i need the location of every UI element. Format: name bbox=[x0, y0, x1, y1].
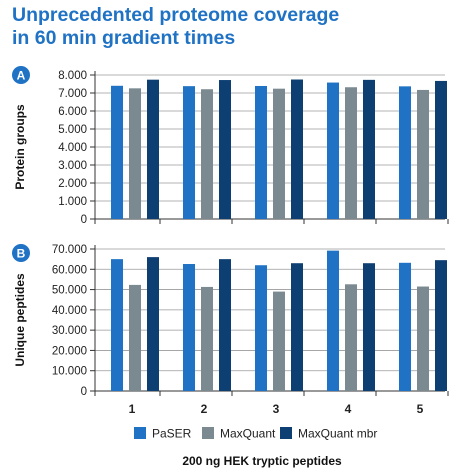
title-line-2: in 60 min gradient times bbox=[12, 27, 236, 49]
bar-maxquant-mbr-1 bbox=[147, 79, 159, 220]
bar-maxquant-mbr-4 bbox=[363, 79, 375, 219]
panel-badge bbox=[12, 66, 30, 84]
y-tick-label: 0 bbox=[81, 214, 87, 226]
y-tick-label: 0 bbox=[81, 386, 87, 398]
y-tick-label: 4.000 bbox=[58, 142, 87, 154]
y-axis-label: Protein groups bbox=[13, 104, 27, 190]
bar-maxquant-1 bbox=[129, 88, 141, 219]
bar-maxquant-5 bbox=[417, 89, 429, 219]
bar-paser-2 bbox=[183, 86, 195, 219]
title-line-1: Unprecedented proteome coverage bbox=[12, 4, 340, 26]
bar-maxquant-2 bbox=[201, 89, 213, 219]
bar-maxquant-mbr-4 bbox=[363, 263, 375, 391]
y-tick-label: 20.000 bbox=[52, 345, 87, 357]
legend-swatch-maxquant-mbr bbox=[280, 427, 292, 439]
y-tick-label: 50.000 bbox=[52, 285, 87, 297]
bar-paser-5 bbox=[399, 86, 411, 219]
x-tick-label: 5 bbox=[417, 402, 424, 416]
bar-maxquant-3 bbox=[273, 88, 285, 220]
y-tick-label: 5.000 bbox=[58, 124, 87, 136]
y-axis-label: Unique peptides bbox=[13, 273, 27, 367]
y-tick-label: 10.000 bbox=[52, 366, 87, 378]
legend-label-paser: PaSER bbox=[152, 427, 192, 441]
panel-badge bbox=[12, 244, 30, 262]
y-tick-label: 70.000 bbox=[52, 244, 87, 256]
legend-swatch-paser bbox=[134, 427, 146, 439]
chart-title: Unprecedented proteome coverage in 60 mi… bbox=[12, 4, 442, 50]
x-axis-label: 200 ng HEK tryptic peptides bbox=[182, 454, 342, 468]
x-tick-label: 2 bbox=[201, 402, 208, 416]
x-tick-label: 1 bbox=[129, 402, 136, 416]
bar-maxquant-1 bbox=[129, 284, 141, 391]
legend-label-maxquant: MaxQuant bbox=[220, 427, 276, 441]
x-tick-label: 4 bbox=[345, 402, 352, 416]
bar-paser-5 bbox=[399, 262, 411, 391]
y-tick-label: 2.000 bbox=[58, 178, 87, 190]
bar-maxquant-mbr-5 bbox=[435, 80, 447, 219]
bar-maxquant-5 bbox=[417, 286, 429, 391]
bar-paser-1 bbox=[111, 259, 123, 391]
y-tick-label: 30.000 bbox=[52, 325, 87, 337]
bar-maxquant-2 bbox=[201, 286, 213, 391]
bar-maxquant-4 bbox=[345, 87, 357, 220]
y-tick-label: 8.000 bbox=[58, 70, 87, 82]
legend-label-maxquant-mbr: MaxQuant mbr bbox=[298, 427, 377, 441]
bar-paser-3 bbox=[255, 85, 267, 219]
y-tick-label: 1.000 bbox=[58, 196, 87, 208]
x-tick-label: 3 bbox=[273, 402, 280, 416]
bar-paser-2 bbox=[183, 264, 195, 391]
y-tick-label: 6.000 bbox=[58, 106, 87, 118]
panel-badge-label: B bbox=[17, 247, 26, 261]
bar-maxquant-mbr-5 bbox=[435, 260, 447, 391]
bar-paser-4 bbox=[327, 250, 339, 391]
bar-paser-3 bbox=[255, 265, 267, 391]
panel-badge-label: A bbox=[17, 69, 26, 83]
bar-paser-1 bbox=[111, 85, 123, 219]
bar-maxquant-mbr-2 bbox=[219, 80, 231, 219]
y-tick-label: 3.000 bbox=[58, 160, 87, 172]
bar-maxquant-mbr-2 bbox=[219, 259, 231, 391]
bar-maxquant-3 bbox=[273, 291, 285, 391]
y-tick-label: 60.000 bbox=[52, 264, 87, 276]
bar-maxquant-mbr-3 bbox=[291, 79, 303, 219]
y-tick-label: 40.000 bbox=[52, 305, 87, 317]
y-tick-label: 7.000 bbox=[58, 88, 87, 100]
bar-maxquant-4 bbox=[345, 284, 357, 391]
bar-maxquant-mbr-3 bbox=[291, 263, 303, 391]
bar-maxquant-mbr-1 bbox=[147, 257, 159, 391]
bar-paser-4 bbox=[327, 82, 339, 219]
legend-swatch-maxquant bbox=[202, 427, 214, 439]
